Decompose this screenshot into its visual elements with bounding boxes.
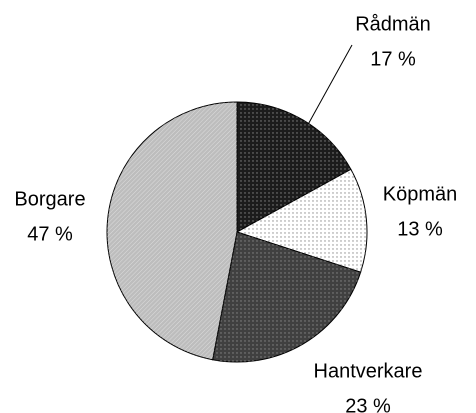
slice-label: Borgare: [14, 188, 85, 210]
pie-slice: [106, 101, 238, 361]
slice-value: 23 %: [345, 395, 391, 413]
slice-label: Hantverkare: [314, 360, 423, 382]
slice-value: 47 %: [27, 223, 73, 245]
slice-value: 13 %: [397, 218, 443, 240]
slice-label: Köpmän: [383, 183, 458, 205]
slice-value: 17 %: [370, 48, 416, 70]
leader-line: [304, 44, 353, 131]
slice-label: Rådmän: [355, 13, 431, 35]
